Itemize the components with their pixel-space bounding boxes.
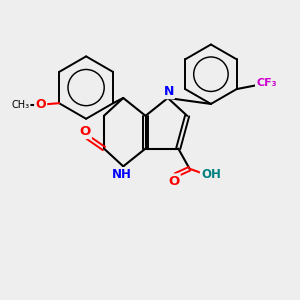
Text: O: O [80, 125, 91, 138]
Text: CF₃: CF₃ [256, 77, 277, 88]
Text: NH: NH [112, 168, 132, 181]
Text: O: O [168, 175, 179, 188]
Text: OH: OH [201, 168, 221, 181]
Text: CH₃: CH₃ [11, 100, 29, 110]
Text: N: N [164, 85, 174, 98]
Text: O: O [35, 98, 46, 111]
